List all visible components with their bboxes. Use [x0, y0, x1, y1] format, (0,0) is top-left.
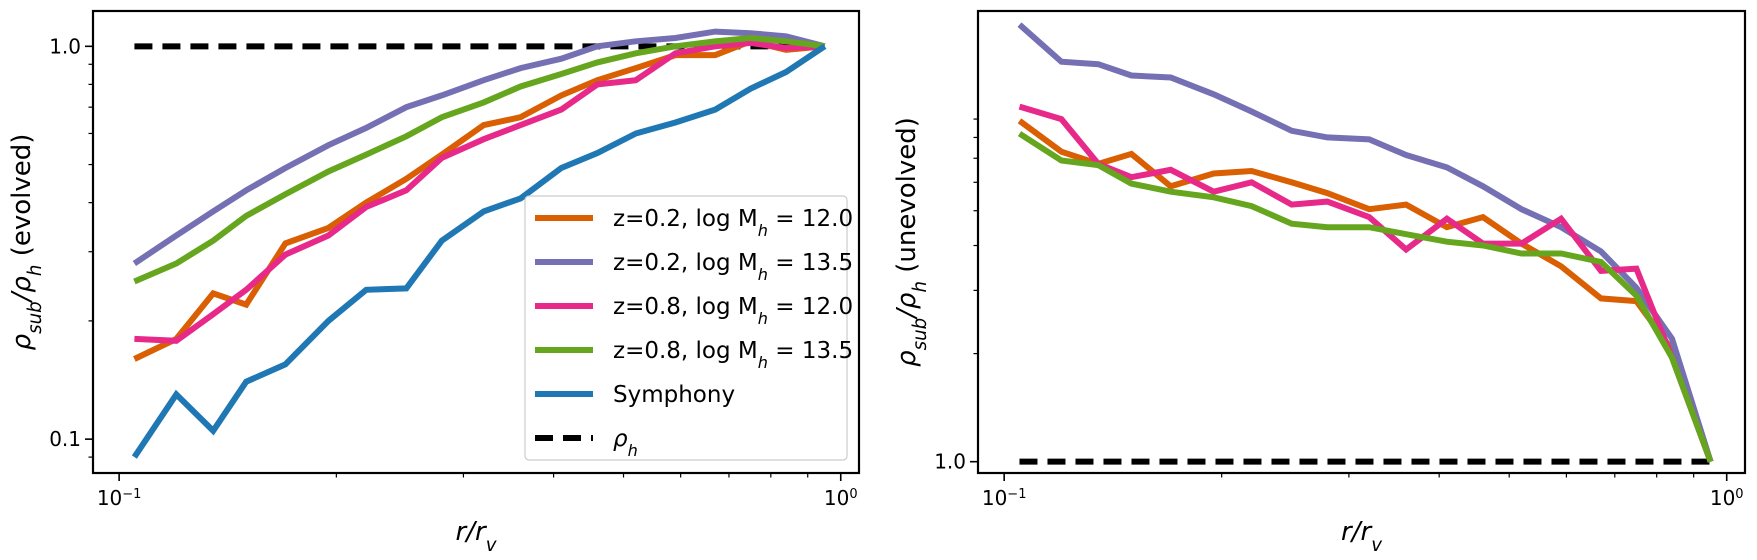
legend-label: Symphony	[613, 382, 735, 408]
series-line-3	[133, 34, 826, 285]
y-axis: 0.1 1.0	[49, 34, 93, 458]
x-axis-label: r/rv	[1341, 517, 1382, 556]
right-panel-unevolved: 10−1 100 1.0 r/rv ρsub/ρh (unevolved)	[892, 9, 1747, 556]
x-axis: 10−1 100	[982, 473, 1744, 510]
y-axis-label: ρsub/ρh (unevolved)	[892, 117, 931, 367]
legend-label: ρh	[613, 426, 638, 460]
series-line-2	[1018, 103, 1714, 463]
plot-area	[131, 28, 827, 459]
series-line-0	[1017, 118, 1714, 463]
legend-box	[524, 195, 848, 461]
series-line-4	[131, 43, 827, 459]
legend-label: z=0.2, log Mh = 13.5	[613, 250, 853, 284]
series-line-3	[1017, 131, 1714, 463]
axes-frame	[91, 9, 861, 475]
legend-label: z=0.8, log Mh = 12.0	[613, 294, 853, 328]
x-tick-label: 10−1	[982, 486, 1027, 510]
plot-area	[1017, 22, 1714, 465]
series-line-1	[1017, 22, 1714, 463]
legend-label: z=0.2, log Mh = 12.0	[613, 206, 853, 240]
y-axis-label: ρsub/ρh (evolved)	[7, 134, 46, 351]
x-tick-label: 100	[1710, 486, 1744, 510]
x-tick-label: 100	[824, 486, 858, 510]
series-line-2	[134, 39, 825, 344]
x-axis-label: r/rv	[456, 517, 497, 556]
y-tick-label: 0.1	[49, 427, 81, 451]
x-axis: 10−1 100	[97, 473, 858, 510]
series-line-1	[132, 28, 826, 266]
y-tick-label: 1.0	[934, 450, 966, 474]
y-tick-label: 1.0	[49, 34, 81, 58]
legend: z=0.2, log Mh = 12.0 z=0.2, log Mh = 13.5…	[524, 195, 853, 461]
y-axis: 1.0	[934, 118, 978, 474]
x-tick-label: 10−1	[97, 486, 142, 510]
left-panel-evolved: 10−1 100 0.1 1.0 r/rv ρsub/ρh (evolved) z=0.2,…	[7, 9, 861, 556]
legend-label: z=0.8, log Mh = 13.5	[613, 338, 853, 372]
series-line-0	[133, 38, 825, 362]
axes-frame	[976, 9, 1747, 475]
